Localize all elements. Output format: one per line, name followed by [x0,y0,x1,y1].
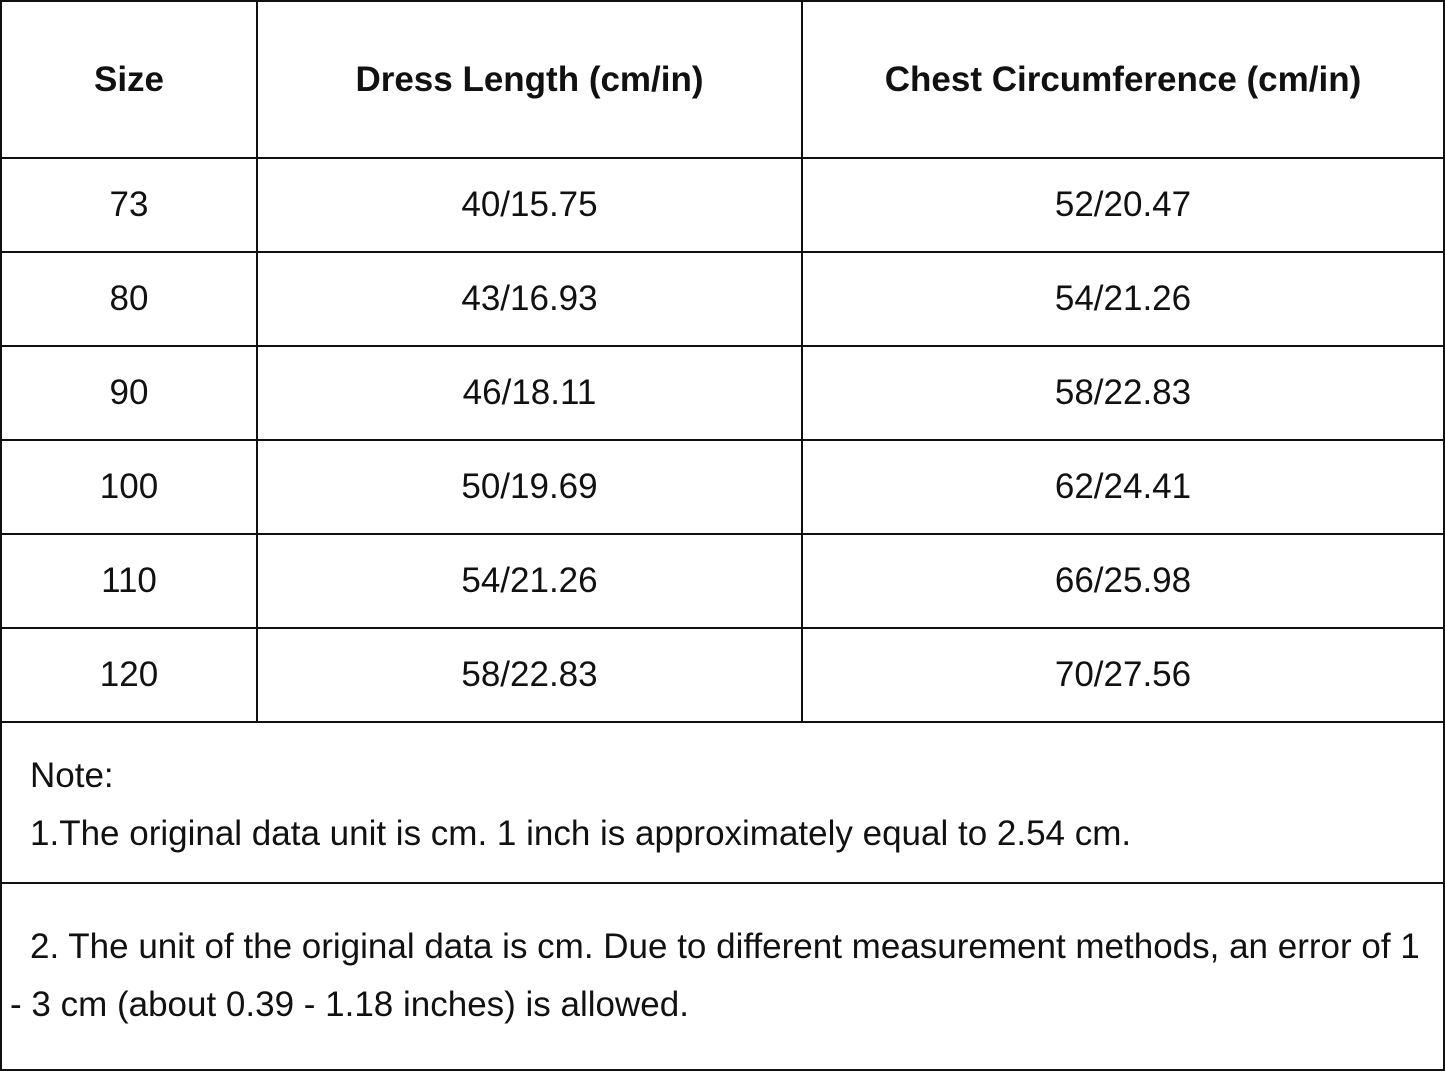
table-cell: 50/19.69 [256,439,803,535]
table-cell: 58/22.83 [256,627,803,723]
table-cell: 80 [2,251,258,347]
table-cell: 43/16.93 [256,251,803,347]
table-cell: 52/20.47 [801,157,1443,253]
table-cell: 54/21.26 [256,533,803,629]
column-header: Size [2,2,258,159]
note-title: Note: [30,756,114,795]
table-cell: 54/21.26 [801,251,1443,347]
note-text: 2. The unit of the original data is cm. … [10,927,1420,1024]
note-text: 1.The original data unit is cm. 1 inch i… [30,814,1132,853]
table-cell: 62/24.41 [801,439,1443,535]
table-cell: 40/15.75 [256,157,803,253]
table-cell: 110 [2,533,258,629]
table-cell: 46/18.11 [256,345,803,441]
table-row: 110 54/21.26 66/25.98 [2,533,1443,629]
table-cell: 120 [2,627,258,723]
table-cell: 73 [2,157,258,253]
table-cell: 90 [2,345,258,441]
table-body: 73 40/15.75 52/20.47 80 43/16.93 54/21.26 90 46… [2,157,1443,723]
table-row: 120 58/22.83 70/27.56 [2,627,1443,723]
note-block: Note: 1.The original data unit is cm. 1 … [2,723,1443,884]
table-cell: 58/22.83 [801,345,1443,441]
size-table: Size Dress Length (cm/in) Chest Circumfere… [2,2,1443,723]
header-row: Size Dress Length (cm/in) Chest Circumfere… [2,2,1443,159]
table-row: 73 40/15.75 52/20.47 [2,157,1443,253]
table-row: 80 43/16.93 54/21.26 [2,251,1443,347]
column-header: Chest Circumference (cm/in) [801,2,1443,159]
table-row: 90 46/18.11 58/22.83 [2,345,1443,441]
column-header: Dress Length (cm/in) [256,2,803,159]
table-row: 100 50/19.69 62/24.41 [2,439,1443,535]
table-cell: 70/27.56 [801,627,1443,723]
table-cell: 100 [2,439,258,535]
table-cell: 66/25.98 [801,533,1443,629]
